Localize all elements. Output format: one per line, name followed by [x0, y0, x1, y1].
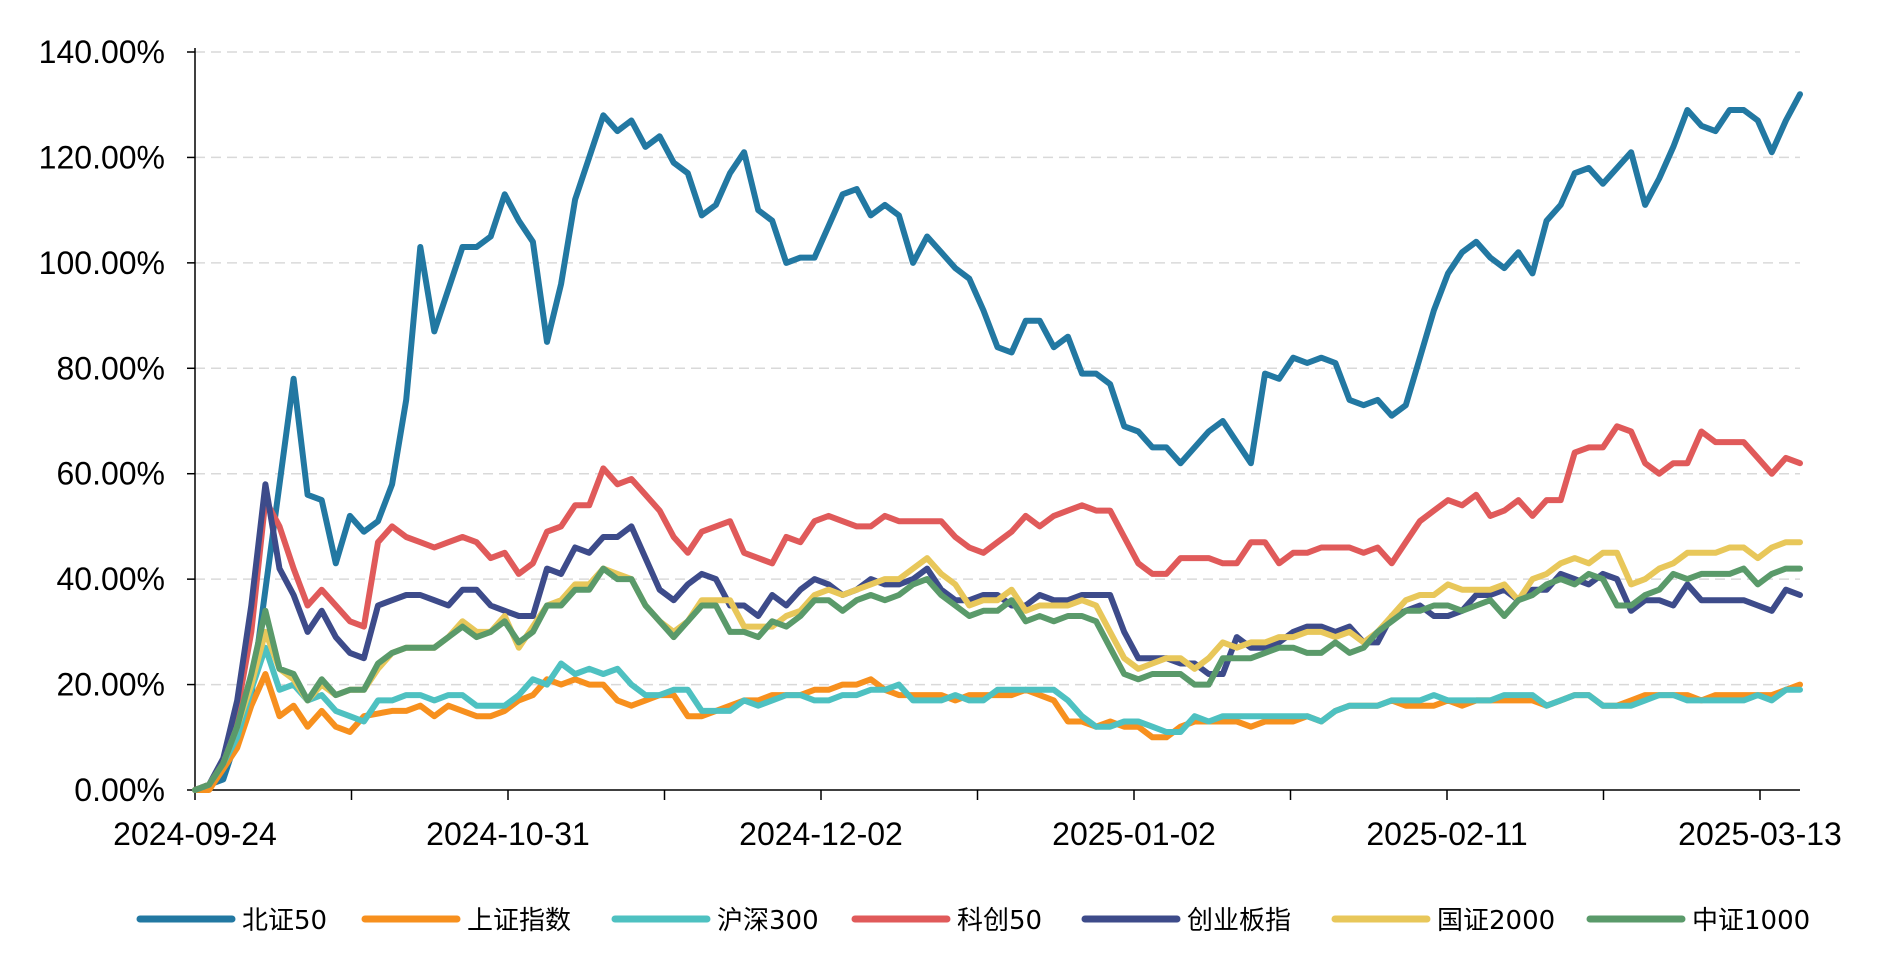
y-tick-label: 140.00% — [39, 34, 165, 70]
series-line-3 — [192, 644, 1803, 793]
legend-label: 创业板指 — [1187, 906, 1291, 936]
legend-label: 中证1000 — [1692, 906, 1810, 936]
x-tick-label: 2024-10-31 — [426, 816, 590, 852]
y-tick-label: 60.00% — [56, 456, 165, 492]
series-line-5 — [192, 481, 1803, 793]
legend-label: 北证50 — [242, 906, 327, 936]
legend-label: 上证指数 — [467, 906, 571, 936]
series-lines — [192, 91, 1803, 793]
x-axis-ticks: 2024-09-24 2024-10-31 2024-12-02 2025-01-02… — [113, 790, 1842, 852]
x-tick-label: 2024-09-24 — [113, 816, 277, 852]
y-tick-label: 120.00% — [39, 139, 165, 175]
y-axis-ticks: 0.00% 20.00% 40.00% 60.00% 80.00% 100.00% 120.… — [39, 34, 195, 808]
y-tick-label: 80.00% — [56, 350, 165, 386]
y-tick-label: 100.00% — [39, 245, 165, 281]
series-line-2 — [192, 671, 1803, 793]
series-line-6 — [192, 539, 1803, 793]
x-tick-label: 2025-01-02 — [1052, 816, 1216, 852]
y-tick-label: 0.00% — [74, 772, 165, 808]
gridlines — [195, 51, 1800, 686]
legend-label: 科创50 — [957, 906, 1042, 936]
series-line-7 — [192, 565, 1803, 793]
series-line-4 — [192, 423, 1803, 793]
y-tick-label: 40.00% — [56, 561, 165, 597]
axes — [194, 48, 1800, 791]
x-tick-label: 2024-12-02 — [739, 816, 903, 852]
x-tick-label: 2025-02-11 — [1366, 816, 1527, 852]
legend-label: 沪深300 — [717, 906, 819, 936]
y-tick-label: 20.00% — [56, 667, 165, 703]
legend-label: 国证2000 — [1437, 906, 1555, 936]
x-tick-label: 2025-03-13 — [1678, 816, 1842, 852]
legend: 北证50 上证指数 沪深300 科创50 创业板指 国证2000 中证1000 — [136, 906, 1810, 936]
series-line-1 — [192, 91, 1803, 793]
